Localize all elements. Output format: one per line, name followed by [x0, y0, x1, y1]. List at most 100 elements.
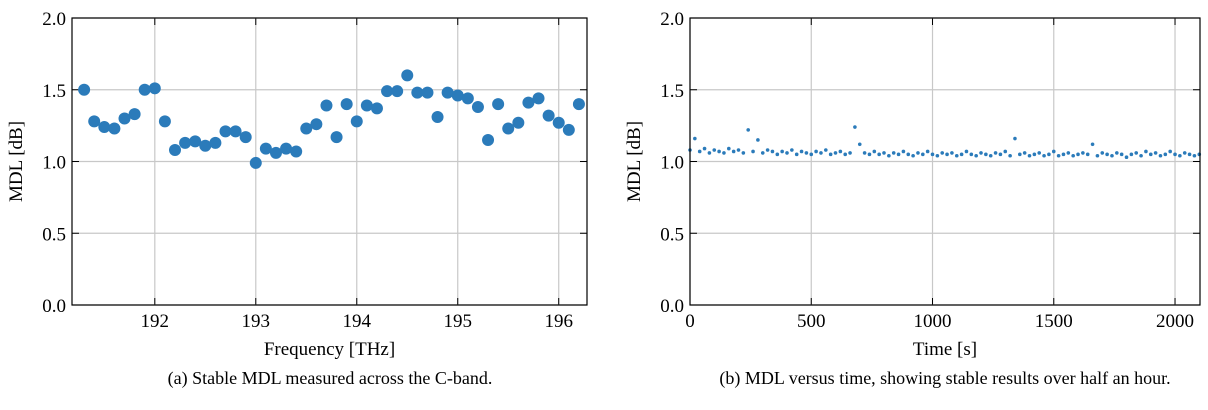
point: [98, 121, 111, 134]
point: [199, 139, 212, 152]
point: [78, 83, 91, 96]
point: [780, 149, 784, 154]
point: [882, 151, 886, 155]
point: [1178, 153, 1182, 158]
point: [189, 135, 202, 148]
point: [1134, 151, 1139, 155]
point: [1144, 149, 1148, 154]
point: [867, 152, 872, 157]
point: [229, 125, 242, 138]
point: [756, 138, 760, 142]
y-axis-label: MDL [dB]: [624, 121, 645, 202]
point: [843, 152, 848, 157]
point: [1003, 149, 1008, 154]
point: [921, 152, 925, 157]
point: [431, 111, 444, 124]
point: [1042, 153, 1046, 158]
point: [1013, 136, 1017, 141]
x-tick-label: 0: [685, 311, 695, 332]
point: [1076, 152, 1080, 157]
x-tick-label: 1000: [914, 311, 952, 332]
point: [741, 151, 746, 155]
point: [853, 125, 857, 129]
point: [138, 83, 151, 96]
point: [770, 149, 775, 154]
point: [785, 151, 789, 155]
point: [1100, 151, 1105, 155]
point: [1153, 151, 1158, 155]
y-axis-label: MDL [dB]: [6, 121, 27, 202]
point: [1061, 152, 1066, 157]
point: [896, 152, 901, 157]
point: [492, 98, 505, 111]
point: [1115, 151, 1119, 155]
point: [158, 115, 171, 128]
point: [148, 82, 161, 95]
point: [441, 86, 454, 99]
point: [1032, 152, 1037, 157]
point: [1047, 152, 1051, 157]
point: [901, 149, 906, 154]
point: [906, 152, 911, 157]
x-tick-label: 194: [343, 311, 372, 332]
point: [877, 152, 881, 157]
point: [1022, 151, 1027, 155]
y-tick-label: 1.0: [660, 153, 684, 174]
point: [1187, 152, 1192, 157]
point: [461, 92, 474, 105]
point: [814, 149, 818, 154]
point: [1056, 153, 1061, 158]
point: [1037, 151, 1042, 155]
x-tick-label: 2000: [1156, 311, 1194, 332]
point: [1018, 152, 1022, 157]
y-tick-label: 1.5: [660, 81, 684, 102]
point: [280, 142, 293, 155]
point: [239, 131, 252, 144]
point: [209, 136, 222, 149]
point: [838, 149, 843, 154]
x-tick-label: 196: [544, 311, 573, 332]
x-tick-label: 192: [141, 311, 170, 332]
point: [993, 151, 998, 155]
point: [482, 133, 495, 146]
point: [411, 86, 424, 99]
point: [979, 151, 983, 155]
point: [562, 123, 575, 136]
point: [542, 109, 555, 122]
point: [950, 151, 954, 155]
point: [502, 122, 515, 135]
axes-frame: [71, 17, 588, 306]
point: [697, 149, 702, 154]
x-axis-label: Time [s]: [913, 339, 977, 360]
point: [471, 100, 484, 113]
point: [1192, 153, 1197, 158]
point: [512, 116, 525, 129]
point: [925, 149, 930, 154]
point: [765, 148, 770, 152]
x-tick-label: 500: [797, 311, 826, 332]
point: [945, 152, 949, 157]
point: [1124, 155, 1129, 159]
point: [974, 153, 978, 158]
point: [1129, 152, 1134, 157]
point: [340, 98, 353, 111]
point: [391, 85, 404, 98]
y-tick-label: 1.5: [42, 81, 66, 102]
point: [320, 99, 333, 112]
point: [1163, 152, 1168, 157]
point: [702, 146, 707, 151]
x-tick-label: 1500: [1035, 311, 1073, 332]
point: [401, 69, 414, 82]
point: [219, 125, 232, 138]
y-tick-label: 2.0: [660, 9, 684, 30]
point: [935, 153, 940, 158]
y-tick-label: 2.0: [42, 9, 66, 30]
point: [532, 92, 545, 105]
point: [707, 151, 712, 155]
point: [751, 149, 755, 154]
point: [824, 148, 828, 152]
point: [108, 122, 121, 135]
y-tick-label: 1.0: [42, 153, 66, 174]
point: [1105, 152, 1109, 157]
